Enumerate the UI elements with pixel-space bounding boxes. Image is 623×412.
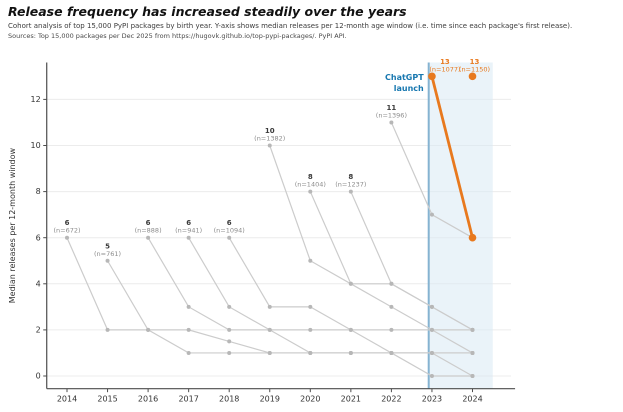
cohort-marker-2018 (470, 374, 475, 378)
cohort-marker-2022 (429, 212, 434, 217)
cohort-n-label-2019: (n=1382) (254, 135, 285, 143)
page-title: Release frequency has increased steadily… (8, 4, 407, 19)
cohort-value-label-2023: 13 (440, 58, 450, 66)
x-tick-label: 2016 (138, 395, 158, 404)
cohort-marker-2018 (267, 304, 272, 309)
cohort-marker-2014 (227, 350, 232, 355)
cohort-value-label-2016: 6 (146, 219, 151, 227)
cohort-marker-2014 (105, 327, 110, 332)
cohort-marker-2014 (186, 350, 191, 355)
cohort-marker-2017 (429, 350, 434, 355)
cohort-marker-2016 (186, 304, 191, 309)
cohort-marker-2019 (308, 258, 313, 263)
x-tick-label: 2021 (341, 395, 361, 404)
cohort-n-label-2021: (n=1237) (335, 181, 366, 189)
cohort-marker-2016 (308, 327, 313, 332)
y-tick-label: 0 (36, 372, 41, 381)
cohort-marker-2021 (429, 304, 434, 309)
y-axis-title: Median releases per 12-month window (8, 148, 17, 304)
cohort-value-label-2019: 10 (265, 127, 275, 135)
cohort-value-label-2015: 5 (105, 242, 110, 250)
y-tick-label: 6 (36, 233, 41, 242)
cohort-marker-2024 (468, 72, 477, 81)
cohort-marker-2018 (227, 235, 232, 240)
cohort-value-label-2024: 13 (470, 58, 480, 66)
cohort-marker-2020 (348, 281, 353, 286)
chatgpt-launch-label: launch (394, 84, 424, 93)
cohort-n-label-2014: (n=672) (53, 227, 80, 235)
cohort-marker-2021 (348, 189, 353, 194)
cohort-marker-2018 (308, 304, 313, 309)
cohort-marker-2014 (65, 235, 69, 240)
cohort-marker-2016 (146, 235, 151, 240)
cohort-marker-2015 (186, 327, 191, 332)
x-tick-label: 2014 (57, 395, 77, 404)
chart-sources-note: Sources: Top 15,000 packages per Dec 202… (8, 32, 347, 40)
x-tick-label: 2015 (97, 395, 117, 404)
cohort-value-label-2020: 8 (308, 173, 313, 181)
cohort-marker-2015 (227, 339, 232, 344)
cohort-marker-2016 (389, 327, 394, 332)
cohort-marker-2016 (227, 327, 232, 332)
cohort-value-label-2022: 11 (387, 104, 397, 112)
cohort-line-2019 (269, 145, 473, 354)
cohort-line-2017 (188, 237, 473, 354)
cohort-marker-2019 (389, 304, 394, 309)
cohort-marker-2017 (227, 304, 232, 309)
x-tick-label: 2017 (178, 395, 198, 404)
x-tick-label: 2023 (422, 395, 442, 404)
cohort-marker-2015 (267, 350, 272, 355)
x-tick-label: 2018 (219, 395, 239, 404)
x-tick-label: 2020 (300, 395, 320, 404)
cohort-marker-2023 (428, 72, 436, 81)
cohort-marker-2021 (389, 281, 394, 286)
cohort-marker-2019 (267, 143, 272, 148)
y-tick-label: 4 (36, 279, 41, 288)
cohort-marker-2018 (389, 350, 394, 355)
cohort-marker-2018 (429, 374, 434, 378)
cohort-marker-2017 (267, 327, 272, 332)
cohort-line-2021 (350, 191, 473, 331)
cohort-value-label-2018: 6 (227, 219, 232, 227)
y-tick-label: 10 (31, 141, 41, 150)
y-tick-label: 8 (36, 187, 41, 196)
x-tick-label: 2019 (260, 395, 280, 404)
cohort-marker-2019 (429, 327, 434, 332)
x-tick-label: 2022 (381, 395, 401, 404)
cohort-marker-2017 (348, 350, 353, 355)
cohort-n-label-2022: (n=1396) (376, 111, 407, 119)
cohort-marker-2017 (186, 235, 191, 240)
cohort-marker-2020 (308, 189, 313, 194)
cohort-marker-2015 (146, 327, 151, 332)
cohort-line-2023 (430, 76, 474, 239)
cohort-n-label-2017: (n=941) (175, 227, 202, 235)
cohort-value-label-2021: 8 (348, 173, 353, 181)
chatgpt-era-shade (428, 62, 493, 389)
cohort-n-label-2016: (n=888) (135, 227, 162, 235)
x-tick-label: 2024 (462, 395, 482, 404)
cohort-n-label-2024: (n=1150) (459, 65, 490, 73)
chatgpt-launch-label: ChatGPT (385, 73, 424, 82)
cohort-n-label-2018: (n=1094) (214, 227, 245, 235)
cohort-marker-2021 (470, 327, 475, 332)
cohort-n-label-2020: (n=1404) (295, 181, 326, 189)
cohort-marker-2017 (308, 350, 313, 355)
cohort-n-label-2015: (n=761) (94, 250, 121, 258)
cohort-n-label-2023: (n=1077) (429, 65, 460, 73)
chart-subtitle: Cohort analysis of top 15,000 PyPI packa… (8, 22, 573, 30)
cohort-marker-2018 (348, 327, 353, 332)
cohort-value-label-2017: 6 (186, 219, 191, 227)
cohort-value-label-2014: 6 (65, 219, 70, 227)
cohort-marker-2015 (105, 258, 110, 263)
cohort-marker-2022 (389, 120, 394, 125)
cohort-marker-2019 (470, 350, 475, 355)
y-tick-label: 2 (36, 326, 41, 335)
y-tick-label: 12 (31, 95, 41, 104)
cohort-marker-2023 (468, 233, 477, 242)
